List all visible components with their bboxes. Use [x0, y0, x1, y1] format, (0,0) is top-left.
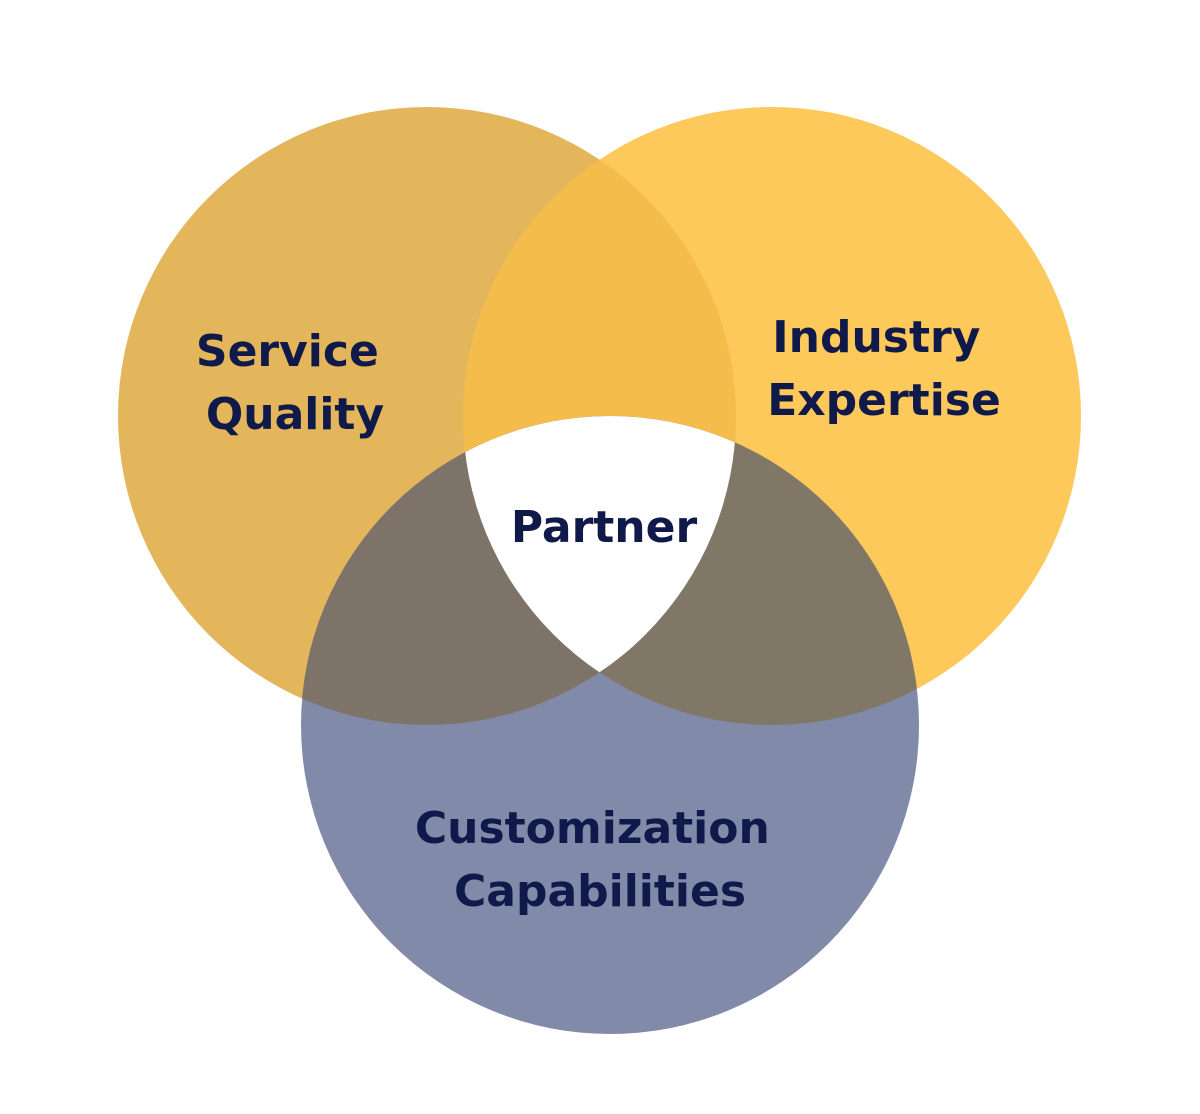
- label-line: Capabilities: [454, 866, 746, 917]
- label-line: Expertise: [767, 375, 1001, 426]
- label-line: Quality: [206, 389, 384, 440]
- label-customization-capabilities: Customization Capabilities: [415, 803, 785, 917]
- label-line: Industry: [772, 312, 980, 363]
- label-line: Customization: [415, 803, 770, 854]
- label-industry-expertise: Industry Expertise: [767, 312, 1001, 426]
- label-line: Service: [196, 326, 379, 377]
- overlap-industry-customization: [463, 416, 919, 725]
- label-service-quality: Service Quality: [196, 326, 394, 440]
- overlap-service-customization: [301, 416, 736, 725]
- label-partner: Partner: [511, 502, 698, 553]
